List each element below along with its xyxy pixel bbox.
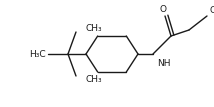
Text: O: O	[159, 4, 166, 13]
Text: NH: NH	[157, 59, 171, 68]
Text: H₃C: H₃C	[29, 50, 46, 59]
Text: Cl: Cl	[210, 5, 214, 15]
Text: CH₃: CH₃	[86, 24, 103, 33]
Text: CH₃: CH₃	[86, 76, 103, 85]
